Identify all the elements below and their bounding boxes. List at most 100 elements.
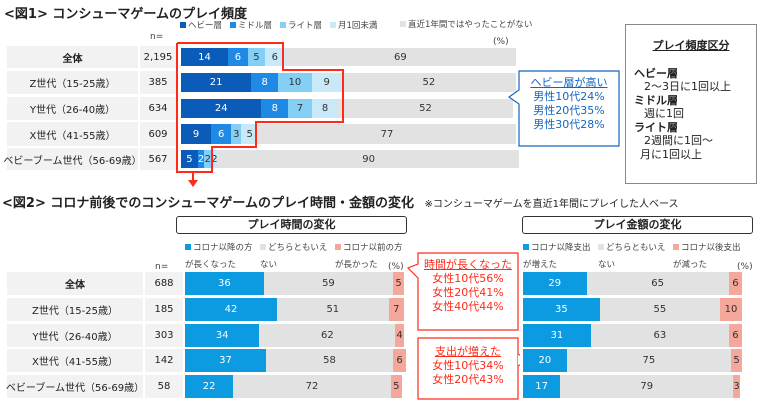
fig1-title: <図1> コンシューマゲームのプレイ頻度	[4, 7, 247, 22]
legend-label: ミドル層	[238, 21, 273, 31]
bar-segment: 3	[733, 375, 740, 398]
fig2-n-label: n=	[155, 262, 169, 272]
bar-segment: 58	[266, 349, 394, 372]
row-label: ベビーブーム世代（56-69歳）	[3, 148, 142, 170]
n-value: 142	[145, 349, 183, 372]
bar-segment: 62	[259, 324, 396, 347]
bar-segment: 5	[181, 150, 198, 168]
legend-label: ヘビー層	[188, 21, 223, 31]
time-change-header: プレイ時間の変化	[176, 216, 407, 234]
fig1-pct-label: (%)	[493, 37, 509, 47]
legend-swatch	[180, 22, 186, 28]
legend-label: コロナ以前の方が長かった	[335, 243, 403, 270]
bar-segment: 6	[728, 272, 742, 295]
bar-segment: 35	[523, 298, 600, 321]
definitions-title: プレイ頻度区分	[652, 39, 730, 52]
row-label: ベビーブーム世代（56-69歳）	[6, 375, 144, 398]
fig2-pct-left: (%)	[388, 262, 404, 272]
definition-desc: 2週間に1回～	[644, 134, 713, 147]
bar-segment: 6	[227, 48, 248, 66]
highlight-frame	[176, 42, 344, 173]
legend-swatch	[523, 244, 529, 250]
bar-segment: 59	[263, 272, 394, 295]
definition-desc: 月に1回以上	[640, 147, 702, 161]
bar-segment: 10	[278, 73, 312, 92]
row-label: X世代（41-55歳）	[7, 349, 143, 372]
legend-item: どちらともいえない	[260, 240, 330, 274]
n-value: 567	[140, 148, 176, 170]
bar-segment: 2	[211, 150, 218, 168]
bar-segment: 51	[276, 298, 389, 321]
bar-segment: 8	[251, 73, 279, 92]
legend-swatch	[230, 22, 236, 28]
bar-segment: 6	[264, 48, 285, 66]
bar-segment: 5	[393, 272, 404, 295]
legend-label: コロナ以後支出が減った	[673, 243, 741, 270]
legend-item: ライト層	[280, 17, 322, 35]
row-label: 全体	[7, 46, 138, 68]
legend-swatch	[335, 244, 341, 250]
callout-red-shapes	[406, 252, 520, 400]
definition-term: ミドル層	[634, 93, 678, 107]
bar-segment: 2	[204, 150, 212, 168]
legend-item: ミドル層	[230, 17, 272, 35]
legend-label: コロナ以降の方が長くなった	[185, 243, 253, 270]
legend-item: コロナ以降支出が増えた	[523, 240, 593, 274]
n-value: 58	[145, 375, 183, 398]
callout-heavy: ヘビー層が高い 男性10代24% 男性20代35% 男性30代28%	[521, 76, 617, 132]
legend-item: コロナ以降の方が長くなった	[185, 240, 255, 274]
callout-spend-title: 支出が増えた	[435, 345, 501, 358]
callout-blue-shape	[507, 70, 620, 147]
fig2-note: ※コンシューマゲームを直近1年間にプレイした人ベース	[424, 199, 679, 210]
legend-item: 月1回未満	[330, 17, 377, 35]
legend-swatch	[260, 244, 266, 250]
legend-label: 直近1年間ではやったことがない	[408, 20, 533, 30]
row-label: Z世代（15-25歳）	[7, 298, 143, 321]
legend-swatch	[598, 244, 604, 250]
bar-segment: 90	[217, 150, 520, 168]
callout-time-line: 女性40代44%	[432, 300, 504, 313]
bar-segment: 8	[311, 99, 339, 118]
bar-segment: 52	[341, 73, 516, 92]
bar-segment: 5	[390, 375, 402, 398]
bar-segment: 9	[311, 73, 342, 92]
bar-segment: 5	[241, 124, 259, 144]
callout-spend: 支出が増えた 女性10代34% 女性20代43%	[419, 345, 517, 387]
callout-spend-line: 女性20代43%	[432, 373, 504, 386]
n-value: 688	[145, 272, 183, 295]
definition-desc: 週に1回	[644, 107, 684, 120]
bar-segment: 24	[181, 99, 262, 118]
row-label: Y世代（26-40歳）	[7, 324, 143, 347]
bar-segment: 72	[233, 375, 391, 398]
bar-segment: 2	[197, 150, 205, 168]
legend-swatch	[185, 244, 191, 250]
bar-segment: 31	[523, 324, 591, 347]
n-value: 185	[145, 298, 183, 321]
bar-segment: 9	[181, 124, 212, 144]
bar-segment: 79	[560, 375, 734, 398]
definition-term: ライト層	[634, 120, 678, 134]
fig2-pct-right: (%)	[737, 262, 753, 272]
legend-label: どちらともいえない	[260, 243, 328, 270]
definitions-box: プレイ頻度区分 ヘビー層 2～3日に1回以上 ミドル層 週に1回 ライト層 2週…	[625, 24, 757, 184]
bar-segment: 14	[181, 48, 228, 66]
n-value: 385	[140, 71, 176, 94]
bar-segment: 63	[590, 324, 729, 347]
bar-segment: 21	[181, 73, 252, 92]
legend-swatch	[673, 244, 679, 250]
row-label: 全体	[7, 272, 143, 295]
bar-segment: 20	[523, 349, 567, 372]
bar-segment: 42	[185, 298, 277, 321]
bar-segment: 77	[258, 124, 516, 144]
bar-segment: 7	[388, 298, 404, 321]
bar-segment: 22	[185, 375, 234, 398]
row-label: Y世代（26-40歳）	[7, 97, 138, 120]
fig1-n-label: n=	[150, 32, 164, 42]
callout-time-line: 女性20代41%	[432, 286, 504, 299]
bar-segment: 5	[731, 349, 742, 372]
legend-label: 月1回未満	[338, 21, 378, 31]
callout-heavy-line: 男性10代24%	[533, 90, 605, 103]
bar-segment: 29	[523, 272, 587, 295]
bar-segment: 6	[393, 349, 407, 372]
callout-heavy-line: 男性30代28%	[533, 118, 605, 131]
